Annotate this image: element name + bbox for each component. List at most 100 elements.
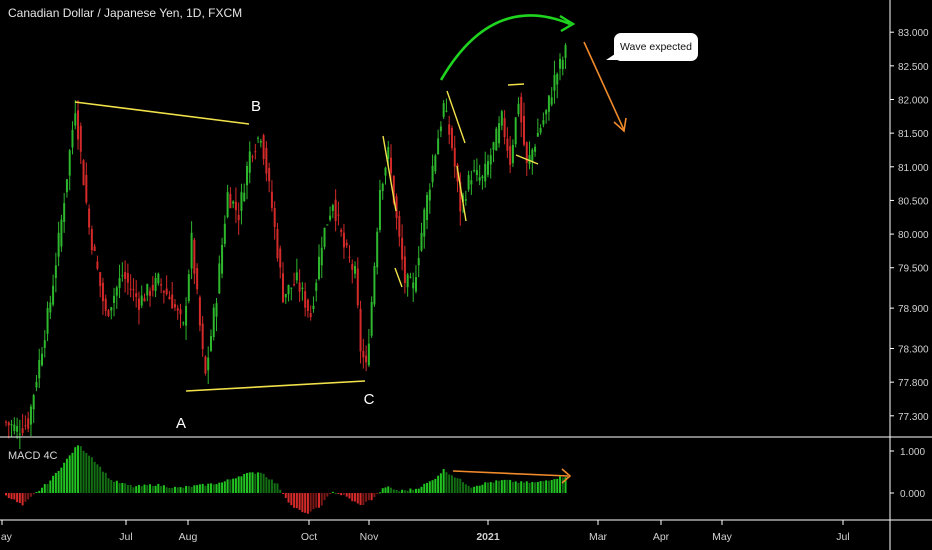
candle-body: [295, 272, 298, 281]
candle: [49, 295, 52, 319]
macd-bar: [187, 486, 190, 493]
macd-bar: [312, 493, 315, 510]
candle: [276, 222, 279, 262]
macd-bar: [196, 485, 199, 493]
macd-bar: [10, 493, 13, 500]
candle-body: [104, 298, 107, 311]
candle: [173, 298, 176, 311]
point-label-c: C: [364, 391, 375, 408]
macd-bar: [495, 480, 498, 493]
candle: [464, 190, 467, 206]
candle: [121, 262, 124, 282]
macd-bar: [528, 482, 531, 493]
green-arc-arrow: [439, 14, 571, 81]
candle: [517, 97, 520, 117]
candle-body: [467, 175, 470, 190]
candle: [439, 121, 442, 138]
candle-body: [173, 304, 176, 308]
candle: [21, 414, 24, 436]
macd-bar: [52, 475, 55, 493]
candle: [542, 112, 545, 128]
candle: [176, 304, 179, 320]
candle: [68, 149, 71, 191]
candle: [390, 144, 393, 182]
macd-bar: [190, 486, 193, 493]
candle-body: [320, 247, 323, 266]
candle-body: [475, 170, 478, 176]
macd-bar: [373, 493, 376, 498]
candle-body: [46, 307, 49, 334]
candle: [478, 164, 481, 186]
candle: [29, 404, 32, 437]
wave-line: [456, 165, 467, 222]
candle: [553, 60, 556, 104]
candle-body: [237, 214, 240, 221]
candle: [93, 243, 96, 252]
candle-body: [232, 201, 235, 204]
candle: [503, 110, 506, 145]
macd-bar: [287, 493, 290, 503]
candle: [204, 355, 207, 376]
candle-body: [536, 132, 539, 137]
candle: [13, 417, 16, 435]
candle-body: [77, 110, 80, 140]
candle-body: [279, 248, 282, 268]
macd-bar: [539, 481, 542, 493]
candle: [207, 346, 210, 385]
candle: [124, 260, 127, 293]
macd-bar: [71, 452, 74, 493]
candle: [46, 301, 49, 342]
macd-bar: [151, 486, 154, 493]
macd-bar: [262, 473, 265, 493]
candle-body: [478, 177, 481, 181]
macd-bar: [437, 475, 440, 493]
candle-body: [27, 418, 30, 429]
candle-body: [234, 201, 237, 211]
macd-bar: [185, 486, 188, 493]
candle: [43, 330, 46, 358]
point-label-b: B: [251, 98, 261, 115]
candle-body: [10, 424, 13, 426]
macd-bar: [489, 482, 492, 493]
candle: [564, 43, 567, 69]
candle-body: [171, 294, 174, 309]
candle: [88, 204, 91, 235]
candle-body: [187, 274, 190, 301]
candle: [495, 126, 498, 151]
macd-bar: [547, 480, 550, 493]
macd-bar: [43, 484, 46, 493]
candle: [470, 170, 473, 195]
macd-bar: [370, 493, 373, 501]
macd-bar: [475, 485, 478, 493]
candle-body: [162, 290, 165, 293]
candle: [522, 102, 525, 147]
macd-bar: [309, 493, 312, 512]
macd-bar: [514, 481, 517, 493]
macd-bar: [273, 483, 276, 493]
candle: [218, 255, 221, 295]
candle: [38, 348, 41, 388]
candle: [511, 139, 514, 167]
macd-bar: [35, 491, 38, 493]
candle-body: [498, 123, 501, 144]
annotations-layer: A B C: [74, 14, 627, 484]
macd-bar: [464, 484, 467, 493]
candle: [545, 108, 548, 124]
candle-body: [559, 58, 561, 69]
candle-body: [293, 284, 296, 286]
candle-body: [528, 154, 531, 165]
macd-bar: [212, 484, 215, 493]
candle: [143, 293, 146, 302]
macd-title: MACD 4C: [8, 450, 58, 462]
candle: [85, 162, 88, 205]
macd-bar: [556, 478, 559, 493]
macd-bar: [381, 488, 384, 493]
candle-body: [459, 181, 462, 212]
candle: [77, 99, 80, 150]
macd-bar: [351, 493, 354, 502]
macd-bar: [456, 478, 459, 493]
macd-bar: [265, 477, 268, 493]
candle: [348, 244, 351, 263]
